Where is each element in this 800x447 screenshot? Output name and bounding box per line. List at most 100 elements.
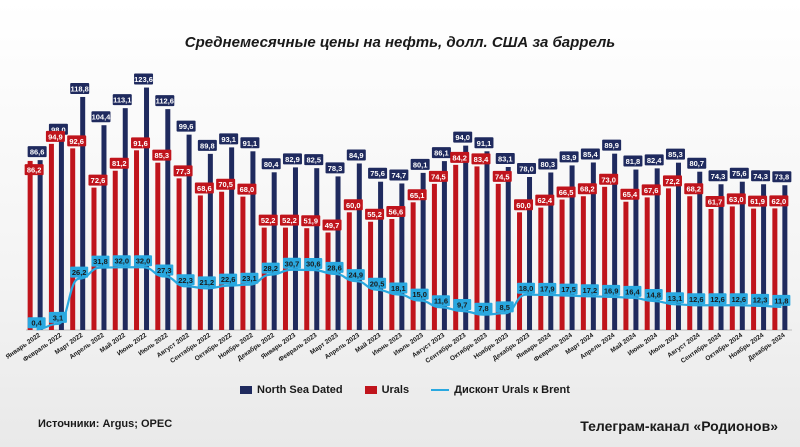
bar-urals <box>751 208 757 330</box>
bar-north-sea <box>229 147 235 330</box>
bar-north-sea <box>399 183 405 330</box>
bar-north-sea <box>527 177 533 330</box>
bar-north-sea <box>782 185 788 330</box>
discount-data-label: 7,8 <box>478 304 488 313</box>
urals-label-box <box>471 153 491 165</box>
discount-data-label: 11,8 <box>774 296 788 305</box>
urals-label-box <box>67 135 87 147</box>
bar-urals <box>112 170 118 330</box>
urals-label-box <box>322 219 342 231</box>
urals-data-label: 68,0 <box>240 185 255 194</box>
discount-data-label: 24,9 <box>349 271 364 280</box>
urals-label-box <box>726 193 746 205</box>
north-sea-data-label: 75,6 <box>732 169 747 178</box>
bar-urals <box>197 195 203 330</box>
discount-label-box <box>112 255 131 267</box>
urals-data-label: 52,2 <box>261 216 276 225</box>
bar-urals <box>304 228 310 330</box>
bar-urals <box>623 201 629 330</box>
north-sea-label-box <box>134 73 154 85</box>
discount-label-box <box>623 285 642 297</box>
north-sea-data-label: 82,4 <box>647 156 662 165</box>
discount-label-box <box>559 283 578 295</box>
bar-urals <box>325 232 331 330</box>
urals-label-box <box>194 182 214 194</box>
urals-data-label: 72,6 <box>91 176 106 185</box>
bar-urals <box>368 221 374 330</box>
discount-data-label: 18,1 <box>391 284 406 293</box>
bar-north-sea <box>165 109 171 330</box>
urals-label-box <box>514 199 534 211</box>
bar-north-sea <box>739 181 745 330</box>
discount-data-label: 12,6 <box>732 295 747 304</box>
north-sea-label-box <box>729 167 749 179</box>
urals-data-label: 51,9 <box>303 217 318 226</box>
north-sea-data-label: 74,7 <box>392 171 407 180</box>
bar-urals <box>772 208 778 330</box>
north-sea-data-label: 94,0 <box>455 133 470 142</box>
urals-label-box <box>237 183 257 195</box>
north-sea-label-box <box>368 167 388 179</box>
north-sea-label-box <box>687 157 707 169</box>
discount-label-box <box>708 293 727 305</box>
legend-label-north-sea: North Sea Dated <box>257 384 343 396</box>
sources-note: Источники: Argus; OPEC <box>38 418 173 430</box>
urals-label-box <box>301 215 321 227</box>
urals-data-label: 68,6 <box>197 184 212 193</box>
north-sea-data-label: 83,9 <box>562 153 577 162</box>
bar-north-sea <box>314 168 320 330</box>
north-sea-data-label: 78,3 <box>328 164 343 173</box>
north-sea-data-label: 123,6 <box>134 75 153 84</box>
bar-north-sea <box>420 172 426 330</box>
discount-label-box <box>453 298 472 310</box>
bar-urals <box>431 183 437 330</box>
bar-urals <box>580 196 586 330</box>
urals-data-label: 73,0 <box>601 175 616 184</box>
north-sea-data-label: 81,8 <box>626 157 641 166</box>
urals-label-box <box>343 199 363 211</box>
discount-label-box <box>772 294 791 306</box>
bar-urals <box>176 178 182 330</box>
discount-label-box <box>687 293 706 305</box>
discount-label-box <box>368 277 387 289</box>
bar-urals <box>517 212 523 330</box>
bar-urals <box>708 208 714 330</box>
discount-data-label: 28,6 <box>327 263 342 272</box>
legend-swatch-urals <box>364 386 377 394</box>
bar-urals <box>559 199 565 330</box>
legend-swatch-north-sea <box>240 386 252 394</box>
legend-label-discount: Дисконт Urals к Brent <box>454 384 570 396</box>
bar-urals <box>474 166 480 330</box>
urals-data-label: 85,3 <box>155 151 170 160</box>
discount-label-box <box>240 272 259 284</box>
urals-data-label: 70,5 <box>218 180 233 189</box>
bar-north-sea <box>505 166 511 330</box>
north-sea-label-box <box>580 148 600 160</box>
discount-data-label: 11,6 <box>434 297 448 306</box>
bar-north-sea <box>612 153 618 330</box>
discount-data-label: 12,3 <box>753 295 768 304</box>
discount-data-label: 8,5 <box>500 303 510 312</box>
north-sea-label-box <box>517 163 537 174</box>
urals-data-label: 61,7 <box>708 197 723 206</box>
bar-urals <box>219 191 225 330</box>
north-sea-label-box <box>325 162 345 174</box>
urals-label-box <box>88 174 108 186</box>
urals-data-label: 91,6 <box>133 139 148 148</box>
north-sea-data-label: 80,4 <box>264 160 279 169</box>
discount-label-box <box>48 311 67 323</box>
bar-north-sea <box>569 165 575 330</box>
urals-label-box <box>769 195 789 207</box>
bar-urals <box>240 196 246 330</box>
urals-data-label: 49,7 <box>325 221 340 230</box>
urals-label-box <box>407 189 427 201</box>
north-sea-data-label: 118,8 <box>71 84 89 93</box>
legend-swatch-discount <box>431 389 450 391</box>
urals-data-label: 74,5 <box>495 172 510 181</box>
bar-urals <box>538 207 544 330</box>
north-sea-data-label: 85,3 <box>668 150 683 159</box>
bar-north-sea <box>250 151 256 330</box>
discount-label-box <box>304 257 323 269</box>
discount-label-box <box>389 282 408 294</box>
